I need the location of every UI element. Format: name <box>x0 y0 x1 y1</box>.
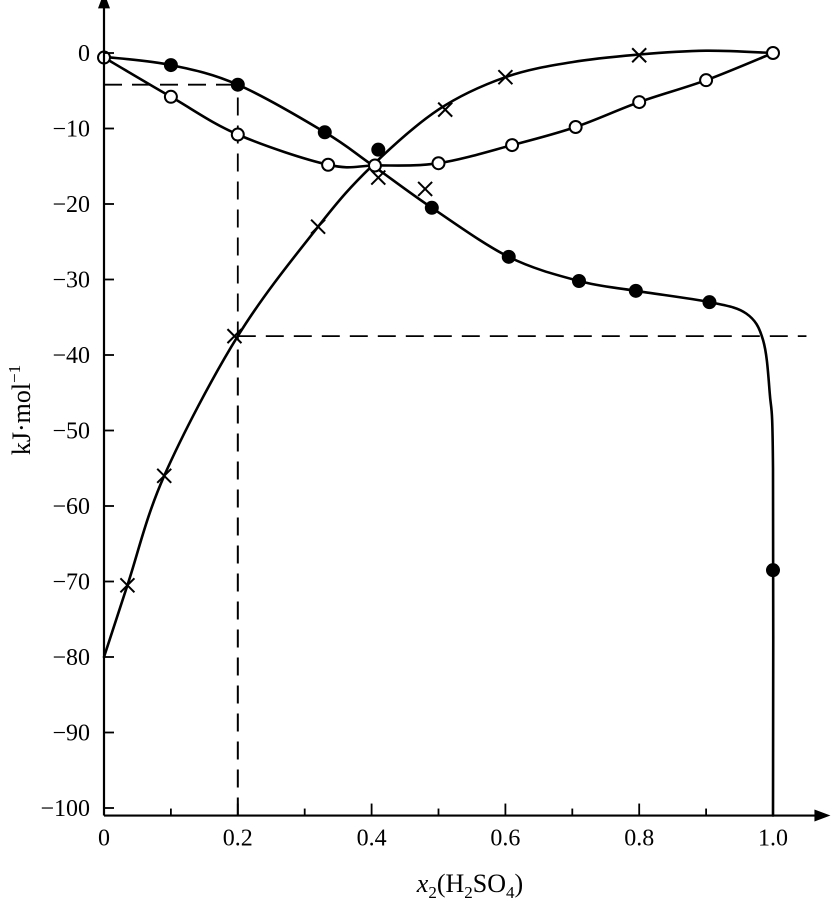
series-cross-curve <box>102 49 775 659</box>
y-tick-label: −50 <box>52 419 90 445</box>
y-tick-label: −70 <box>52 570 90 596</box>
filled-circle-marker <box>766 563 780 578</box>
y-axis-title: kJ·mol−1 <box>5 365 36 455</box>
tick-labels: 0 −10 −20 −30 −40 −50 −60 −70 −80 −90 −100 0 0.2 0.4 0… <box>40 41 788 852</box>
open-circle-marker <box>321 157 336 172</box>
open-circle-marker <box>632 95 647 110</box>
cross-marker <box>226 328 243 344</box>
filled-circle-marker <box>317 125 332 140</box>
open-circle-marker <box>568 119 583 134</box>
y-tick-label: −80 <box>52 645 90 671</box>
y-tick-label: 0 <box>78 41 90 67</box>
y-tick-label: −30 <box>52 268 90 294</box>
y-tick-label: −60 <box>52 494 90 520</box>
cross-marker <box>370 169 386 186</box>
open-circle-marker <box>431 156 446 171</box>
x-tick-label: 0.4 <box>357 826 387 852</box>
cross-marker <box>310 218 326 235</box>
x-axis-arrow <box>814 809 831 822</box>
filled-circle-marker <box>501 249 516 264</box>
filled-circle-marker <box>230 77 245 92</box>
y-tick-label: −40 <box>52 343 90 369</box>
y-tick-label: −90 <box>52 721 90 747</box>
y-axis-arrow <box>98 0 110 9</box>
guide-lines <box>104 83 807 816</box>
cross-marker <box>119 577 136 593</box>
y-tick-label: −20 <box>52 192 90 218</box>
filled-circle-marker <box>571 274 586 289</box>
cross-marker <box>437 101 453 118</box>
x-tick-label: 0.6 <box>490 826 520 852</box>
filled-circle-marker <box>628 283 643 298</box>
axes <box>98 0 831 822</box>
filled-circle-marker <box>163 58 178 73</box>
cross-marker <box>631 47 647 63</box>
open-circle-marker <box>367 158 382 173</box>
x-tick-label: 0.8 <box>624 826 654 852</box>
y-tick-label: −100 <box>40 796 90 822</box>
markers <box>97 46 780 593</box>
filled-circle-marker <box>371 142 386 157</box>
x-axis-title: x2(H2SO4) <box>416 869 523 902</box>
y-tick-label: −10 <box>52 117 90 143</box>
open-circle-marker <box>163 89 178 104</box>
open-circle-marker <box>699 73 714 88</box>
x-tick-label: 1.0 <box>758 826 788 852</box>
series-filled-circle-curve <box>102 55 775 817</box>
open-circle-marker <box>230 127 245 142</box>
filled-circle-marker <box>702 295 717 310</box>
cross-marker <box>497 69 514 85</box>
open-circle-marker <box>766 46 780 60</box>
cross-marker <box>156 468 172 484</box>
open-circle-marker <box>505 138 520 153</box>
x-tick-label: 0 <box>98 826 110 852</box>
x-tick-label: 0.2 <box>223 826 253 852</box>
cross-marker <box>417 181 433 197</box>
filled-circle-marker <box>424 200 439 215</box>
